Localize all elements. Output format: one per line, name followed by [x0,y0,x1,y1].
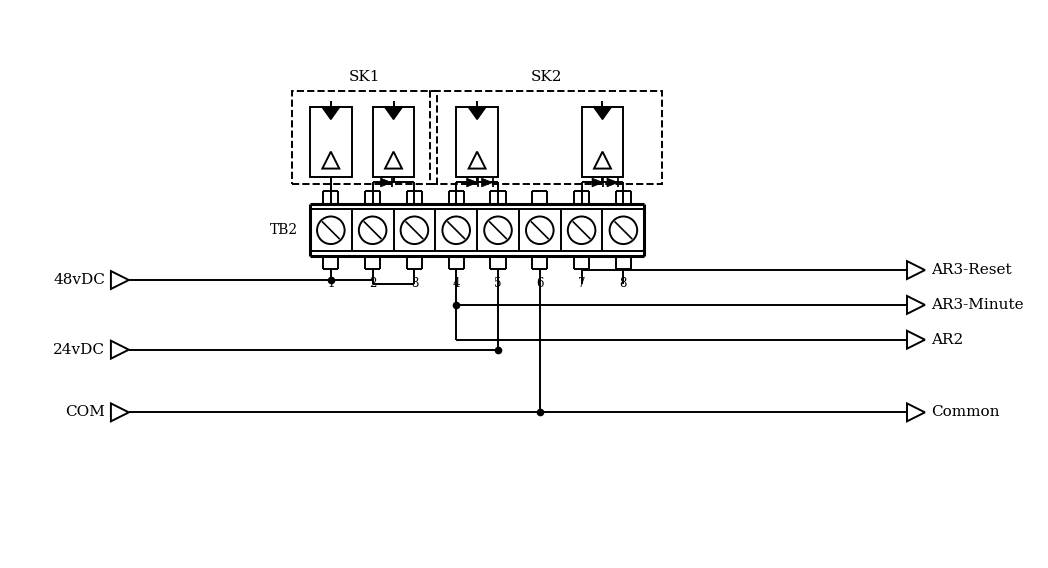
Bar [310,107,352,177]
Bar [292,91,437,185]
Text: SK1: SK1 [349,70,380,84]
Bar [310,210,645,251]
Polygon shape [380,178,392,187]
Text: 5: 5 [495,277,502,290]
Text: 6: 6 [537,277,544,290]
Bar [373,107,414,177]
Bar [431,91,662,185]
Text: COM: COM [65,406,105,419]
Circle shape [526,216,553,244]
Polygon shape [466,178,478,187]
Text: 48vDC: 48vDC [53,273,105,287]
Circle shape [318,216,345,244]
Circle shape [610,216,637,244]
Polygon shape [468,107,486,119]
Text: 2: 2 [369,277,376,290]
Circle shape [484,216,511,244]
Polygon shape [385,107,402,119]
Text: 7: 7 [577,277,586,290]
Text: AR3-Minute: AR3-Minute [931,298,1024,312]
Circle shape [358,216,387,244]
Text: 3: 3 [411,277,418,290]
Bar [456,107,498,177]
Text: SK2: SK2 [530,70,562,84]
Text: 8: 8 [619,277,627,290]
Text: AR3-Reset: AR3-Reset [931,263,1011,277]
Polygon shape [607,178,618,187]
Polygon shape [592,178,603,187]
Text: 4: 4 [453,277,460,290]
Text: Common: Common [931,406,1000,419]
Polygon shape [322,107,340,119]
Circle shape [442,216,470,244]
Text: 24vDC: 24vDC [53,343,105,357]
Circle shape [400,216,429,244]
Text: 1: 1 [327,277,334,290]
Circle shape [568,216,595,244]
Text: AR2: AR2 [931,333,963,346]
Polygon shape [593,107,611,119]
Polygon shape [482,178,493,187]
Bar [582,107,624,177]
Text: TB2: TB2 [270,223,298,237]
